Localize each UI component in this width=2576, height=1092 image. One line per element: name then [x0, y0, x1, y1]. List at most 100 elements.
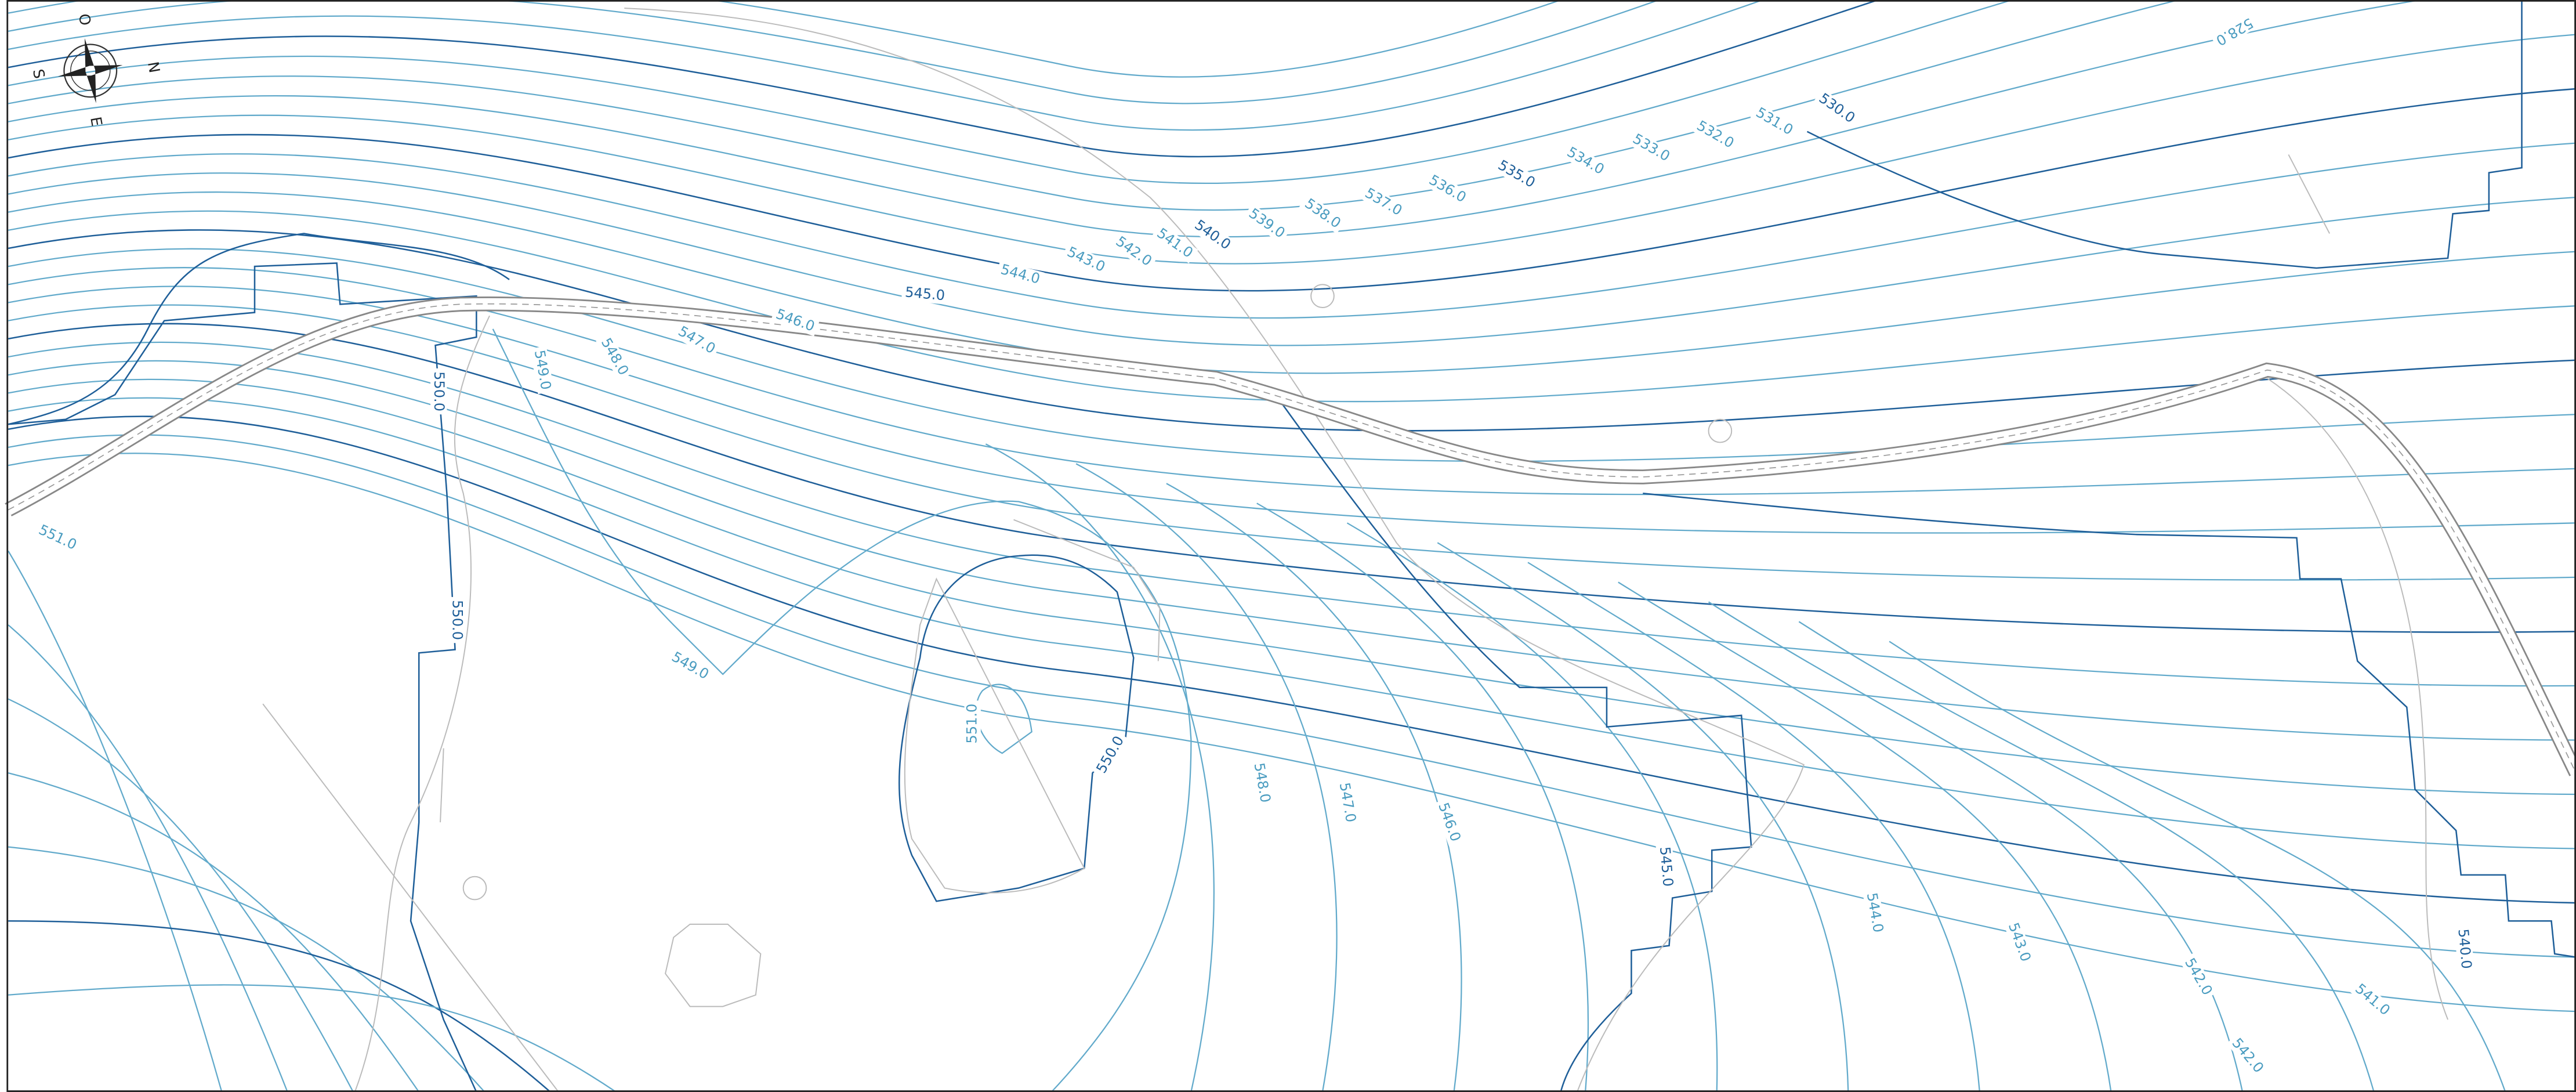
label-mask: [901, 284, 949, 305]
contour: [1281, 402, 1752, 1092]
label-mask: [964, 700, 981, 747]
contour: [8, 0, 2015, 184]
label-mask: [1561, 142, 1610, 180]
contour: [1806, 0, 2523, 269]
contour: [8, 984, 617, 1092]
contour: [8, 0, 2425, 238]
label-mask: [530, 346, 555, 395]
contour-label: 545.0: [904, 284, 945, 303]
label-mask: [1061, 243, 1111, 277]
label-mask: [2349, 978, 2396, 1021]
contour: [8, 397, 2576, 849]
contour: [8, 88, 2576, 292]
label-mask: [1243, 204, 1291, 244]
contour: [492, 328, 1192, 1092]
label-mask: [1110, 232, 1157, 272]
label-mask: [1750, 103, 1799, 140]
contour: [8, 323, 2576, 633]
contour: [8, 0, 1661, 104]
contour: [8, 210, 2576, 403]
frame: [6, 0, 2576, 1092]
contour: [1075, 463, 1338, 1092]
marker: [1708, 418, 1733, 443]
label-mask: [995, 261, 1045, 289]
label-mask: [1423, 170, 1472, 208]
contour: [8, 0, 1563, 78]
compass-ring: [63, 44, 118, 98]
label-mask: [1335, 778, 1360, 827]
contour: [8, 453, 2576, 1013]
label-mask: [596, 332, 633, 381]
path: [354, 315, 490, 1092]
contour-label: 540.0: [2455, 928, 2474, 970]
label-mask: [2003, 917, 2035, 967]
label-mask: [1299, 194, 1346, 234]
contour: [1618, 581, 2112, 1092]
contour: [8, 233, 510, 425]
contour: [1527, 562, 1981, 1092]
contour: [8, 378, 2576, 796]
label-mask: [2454, 925, 2474, 973]
contour: [1437, 542, 1849, 1092]
label-mask: [1691, 116, 1740, 154]
contour: [8, 624, 288, 1092]
label-mask: [1249, 758, 1274, 807]
compass-ring: [70, 50, 111, 91]
label-mask: [2226, 1033, 2269, 1079]
contour: [1166, 483, 1462, 1092]
contour-label: 551.0: [964, 704, 980, 744]
contour: [8, 229, 2576, 432]
contour: [8, 172, 2576, 346]
contour: [8, 0, 1765, 131]
label-mask: [672, 321, 721, 359]
road-centerline: [8, 303, 2576, 773]
contour: [8, 772, 420, 1092]
compass-east: E: [86, 115, 105, 128]
label-mask: [1151, 223, 1198, 263]
building: [665, 923, 762, 1007]
label-mask: [1092, 731, 1129, 779]
contour-label: 550.0: [431, 371, 447, 411]
label-mask: [1655, 842, 1676, 891]
contour: [8, 415, 2576, 904]
contour: [8, 698, 354, 1092]
contour: [8, 846, 486, 1092]
label-mask: [1627, 129, 1675, 167]
contour: [8, 304, 2576, 581]
contour: [8, 550, 223, 1092]
label-mask: [33, 520, 82, 555]
label-mask: [2179, 953, 2217, 1001]
marker: [462, 876, 487, 901]
label-mask: [1862, 888, 1887, 937]
contour: [8, 262, 477, 1092]
label-mask: [1359, 183, 1408, 221]
compass-south: S: [29, 68, 48, 80]
marker: [1310, 284, 1335, 309]
contour-label: 545.0: [1657, 846, 1676, 887]
label-mask: [666, 647, 714, 685]
label-mask: [430, 368, 447, 415]
label-mask: [1813, 88, 1861, 129]
features: [5, 0, 2576, 1092]
contour: [8, 434, 2576, 958]
label-mask: [770, 305, 820, 337]
contour: [1643, 493, 2576, 958]
contour: [8, 248, 2576, 462]
contour: [8, 142, 2576, 319]
outline: [904, 519, 1161, 894]
contour: [1346, 522, 1718, 1092]
contour: [8, 0, 2181, 211]
contour: [1256, 502, 1589, 1092]
label-mask: [1492, 156, 1541, 193]
path: [624, 8, 1805, 1092]
contour: [1889, 641, 2506, 1092]
label-mask: [1189, 215, 1236, 255]
path: [2266, 378, 2449, 1020]
contour-label: 550.0: [449, 600, 465, 640]
label-mask: [2210, 12, 2259, 50]
contour: [8, 267, 2576, 496]
contour: [8, 360, 2576, 741]
path: [262, 154, 2331, 1092]
